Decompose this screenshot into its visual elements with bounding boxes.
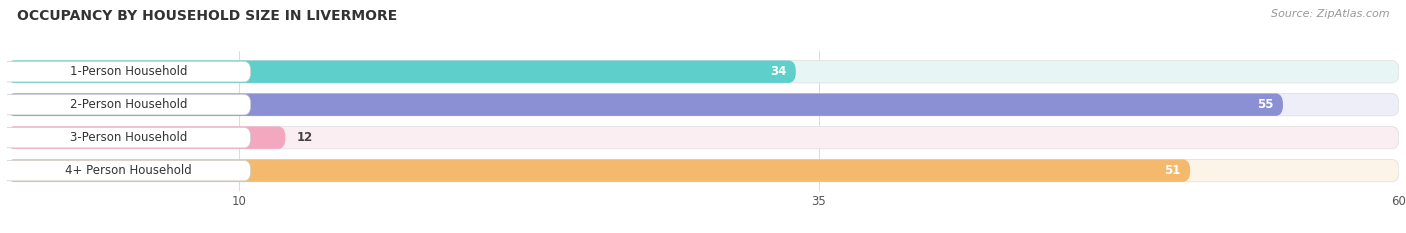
FancyBboxPatch shape	[3, 160, 250, 181]
FancyBboxPatch shape	[7, 159, 1191, 182]
FancyBboxPatch shape	[3, 94, 250, 115]
FancyBboxPatch shape	[7, 127, 285, 149]
Text: 12: 12	[297, 131, 314, 144]
FancyBboxPatch shape	[3, 62, 250, 82]
Text: 4+ Person Household: 4+ Person Household	[66, 164, 193, 177]
Text: Source: ZipAtlas.com: Source: ZipAtlas.com	[1271, 9, 1389, 19]
FancyBboxPatch shape	[7, 93, 1399, 116]
Text: 51: 51	[1164, 164, 1181, 177]
FancyBboxPatch shape	[7, 93, 1284, 116]
FancyBboxPatch shape	[7, 127, 1399, 149]
Text: 55: 55	[1257, 98, 1274, 111]
Text: 2-Person Household: 2-Person Household	[70, 98, 187, 111]
FancyBboxPatch shape	[7, 61, 796, 83]
FancyBboxPatch shape	[7, 61, 1399, 83]
Text: 34: 34	[770, 65, 786, 78]
Text: 3-Person Household: 3-Person Household	[70, 131, 187, 144]
Text: OCCUPANCY BY HOUSEHOLD SIZE IN LIVERMORE: OCCUPANCY BY HOUSEHOLD SIZE IN LIVERMORE	[17, 9, 396, 23]
FancyBboxPatch shape	[3, 127, 250, 148]
FancyBboxPatch shape	[7, 159, 1399, 182]
Text: 1-Person Household: 1-Person Household	[70, 65, 187, 78]
